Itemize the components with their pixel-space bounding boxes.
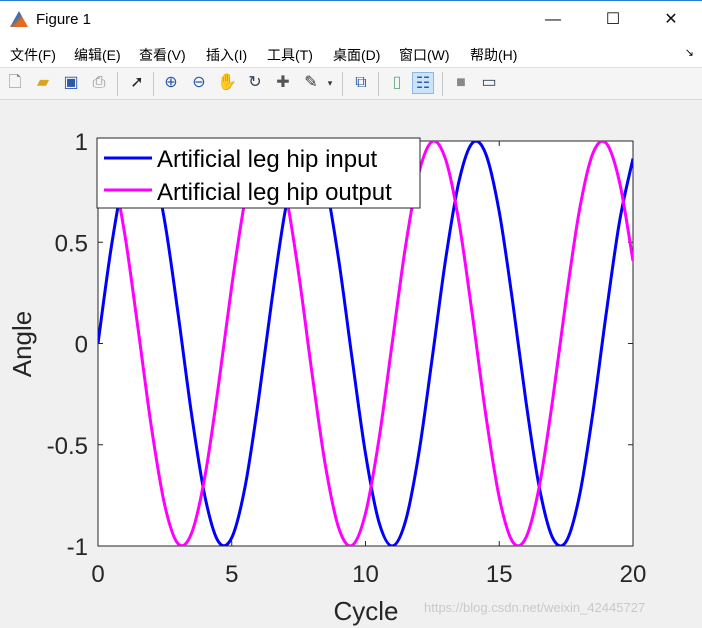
link-plot-icon[interactable]: ⧉ [355, 74, 367, 91]
menu-help[interactable]: 帮助(H) [470, 47, 518, 63]
title-bar: Figure 1 — ☐ ✕ [0, 0, 702, 38]
menu-view[interactable]: 查看(V) [139, 47, 186, 63]
legend[interactable]: Artificial leg hip input Artificial leg … [96, 137, 421, 209]
y-tick-label: 1 [75, 129, 88, 156]
minimize-button[interactable]: — [545, 11, 561, 28]
y-tick-label: 0 [75, 332, 88, 359]
menu-window[interactable]: 窗口(W) [399, 47, 450, 63]
save-icon[interactable]: ▣ [63, 74, 79, 91]
hide-plot-tools-icon[interactable]: ■ [456, 74, 466, 91]
legend-icon[interactable]: ☷ [412, 72, 434, 94]
colorbar-icon[interactable]: ▯ [392, 74, 402, 91]
series-line-1 [98, 141, 633, 546]
y-axis-label: Angle [7, 311, 37, 378]
show-plot-tools-icon[interactable]: ▭ [481, 74, 497, 91]
x-tick-label: 0 [91, 561, 104, 588]
y-tick-label: -1 [67, 534, 88, 561]
brush-icon[interactable]: ✎ [304, 74, 318, 91]
menu-tools[interactable]: 工具(T) [267, 47, 313, 63]
x-tick-label: 10 [352, 561, 379, 588]
y-tick-label: 0.5 [55, 230, 88, 257]
print-icon[interactable]: ⎙ [92, 74, 106, 91]
menu-edit[interactable]: 编辑(E) [74, 47, 121, 63]
window-title: Figure 1 [36, 11, 92, 28]
pan-hand-icon[interactable]: ✋ [217, 74, 237, 91]
legend-label-input: Artificial leg hip input [157, 146, 377, 173]
toolbar: 🗋 ▰ ▣ ⎙ ➚ ⊕ ⊖ ✋ ↻ ✚ ✎ ▾ ⧉ ▯ ☷ ■ ▭ [0, 68, 702, 100]
x-tick-label: 5 [225, 561, 238, 588]
data-cursor-icon[interactable]: ✚ [276, 74, 290, 91]
series-line-0 [98, 141, 633, 546]
legend-label-output: Artificial leg hip output [157, 179, 392, 206]
watermark: https://blog.csdn.net/weixin_42445727 [424, 600, 646, 615]
zoom-out-icon[interactable]: ⊖ [192, 74, 206, 91]
y-tick-label: -0.5 [47, 433, 88, 460]
x-axis-label: Cycle [333, 596, 398, 626]
rotate-3d-icon[interactable]: ↻ [248, 74, 262, 91]
zoom-in-icon[interactable]: ⊕ [164, 74, 178, 91]
x-tick-label: 20 [620, 561, 647, 588]
close-button[interactable]: ✕ [664, 11, 678, 28]
maximize-button[interactable]: ☐ [605, 11, 621, 28]
open-folder-icon[interactable]: ▰ [36, 74, 50, 91]
x-tick-label: 15 [486, 561, 513, 588]
brush-dropdown-icon[interactable]: ▾ [327, 78, 333, 88]
new-file-icon[interactable]: 🗋 [8, 74, 22, 91]
menu-bar: 文件(F) 编辑(E) 查看(V) 插入(I) 工具(T) 桌面(D) 窗口(W… [0, 38, 702, 68]
menu-file[interactable]: 文件(F) [10, 47, 56, 63]
dock-arrow-icon[interactable]: ↘ [684, 47, 694, 59]
menu-desktop[interactable]: 桌面(D) [333, 47, 381, 63]
pointer-icon[interactable]: ➚ [130, 74, 144, 91]
menu-insert[interactable]: 插入(I) [206, 47, 248, 63]
